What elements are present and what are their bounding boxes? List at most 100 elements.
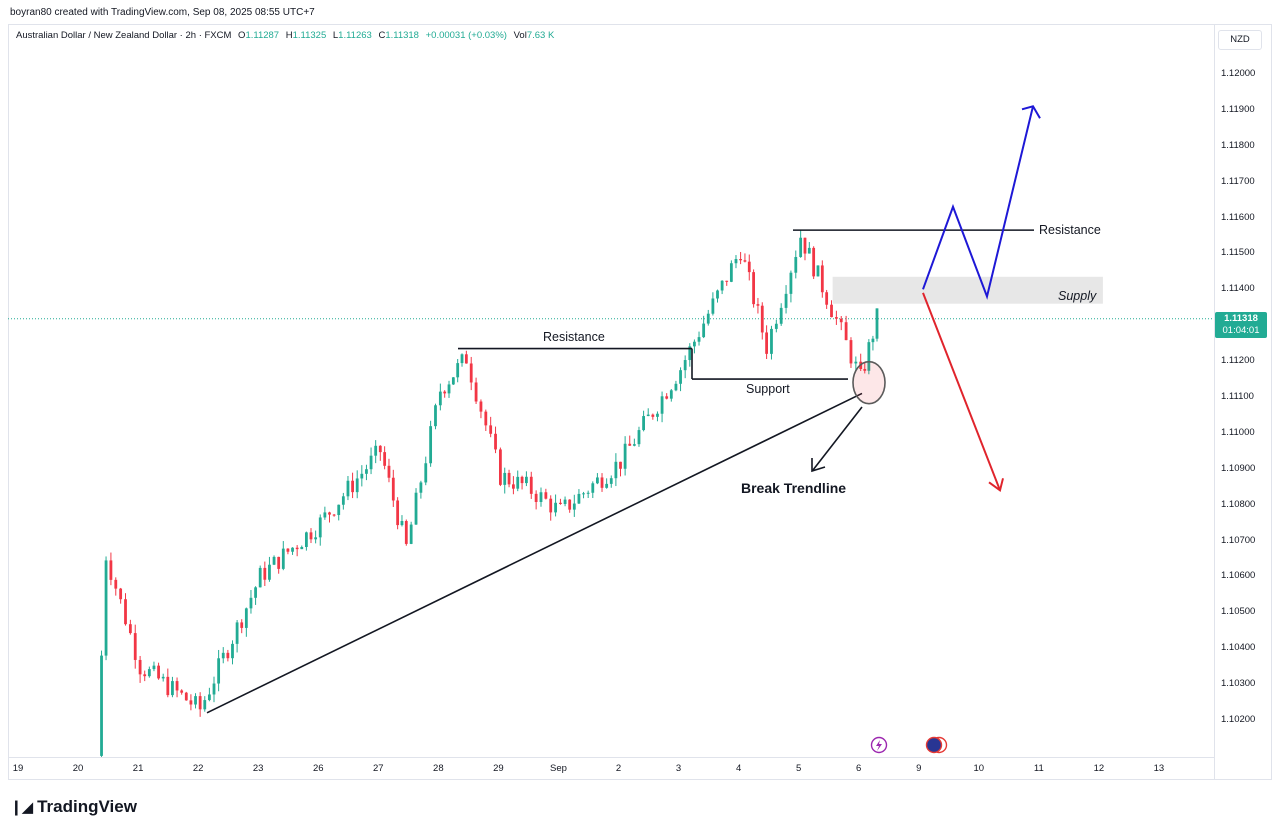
candle-body bbox=[272, 556, 276, 565]
candle-body bbox=[747, 261, 751, 273]
support-label: Support bbox=[746, 382, 790, 396]
break-highlight-circle bbox=[852, 360, 886, 405]
high-value: 1.11325 bbox=[292, 30, 327, 41]
candle-body bbox=[503, 472, 507, 485]
candle-body bbox=[443, 391, 447, 394]
candle-body bbox=[469, 363, 473, 383]
price-tick-label: 1.11800 bbox=[1221, 139, 1255, 151]
candle-body bbox=[383, 452, 387, 466]
candle-body bbox=[346, 480, 350, 497]
candle-body bbox=[812, 247, 816, 277]
candle-body bbox=[419, 482, 423, 493]
close-label: C bbox=[378, 30, 386, 41]
candle-body bbox=[820, 265, 824, 293]
candle-body bbox=[600, 477, 604, 488]
candle-body bbox=[534, 493, 538, 502]
candle-body bbox=[355, 478, 359, 493]
candle-body bbox=[743, 260, 747, 262]
candle-body bbox=[499, 449, 502, 485]
price-tick-label: 1.12000 bbox=[1221, 68, 1256, 79]
price-tick-label: 1.11700 bbox=[1221, 175, 1255, 187]
candle-body bbox=[834, 317, 838, 319]
candle-body bbox=[143, 674, 147, 677]
time-tick-label: Sep bbox=[549, 763, 567, 774]
candle-body bbox=[133, 633, 137, 660]
candle-body bbox=[235, 622, 239, 644]
time-tick-label: 5 bbox=[795, 763, 802, 774]
candle-body bbox=[387, 465, 391, 478]
candle-body bbox=[774, 323, 778, 329]
candle-body bbox=[637, 430, 641, 445]
candle-body bbox=[529, 476, 533, 494]
supply-label: Supply bbox=[1058, 289, 1097, 303]
time-axis[interactable] bbox=[8, 757, 1214, 780]
candle-body bbox=[484, 411, 488, 426]
candle-body bbox=[341, 496, 345, 505]
candle-body bbox=[438, 391, 442, 406]
candle-body bbox=[369, 455, 373, 470]
candle-body bbox=[221, 652, 225, 659]
candle-body bbox=[679, 370, 682, 384]
last-price-value: 1.11318 bbox=[1224, 313, 1258, 324]
bullish-projection-path bbox=[922, 106, 1034, 300]
candle-body bbox=[507, 472, 511, 485]
price-tick-label: 1.10500 bbox=[1221, 606, 1256, 618]
candle-body bbox=[328, 512, 331, 515]
currency-button[interactable]: NZD bbox=[1218, 30, 1262, 50]
candle-body bbox=[867, 342, 871, 371]
price-tick-label: 1.11000 bbox=[1221, 426, 1255, 438]
candle-body bbox=[830, 304, 833, 318]
candle-body bbox=[784, 293, 788, 308]
candle-body bbox=[157, 665, 160, 679]
candle-body bbox=[456, 363, 460, 378]
candle-body bbox=[568, 499, 572, 510]
symbol-name[interactable]: Australian Dollar / New Zealand Dollar ·… bbox=[16, 30, 232, 41]
candle-body bbox=[525, 476, 528, 484]
news-flag-icon bbox=[925, 736, 943, 754]
symbol-legend: Australian Dollar / New Zealand Dollar ·… bbox=[16, 30, 554, 41]
candle-body bbox=[839, 318, 843, 323]
candle-body bbox=[304, 532, 308, 547]
candle-body bbox=[351, 480, 354, 493]
price-tick-label: 1.11200 bbox=[1221, 355, 1255, 367]
tradingview-logo[interactable]: ❙◢ TradingView bbox=[10, 797, 137, 817]
candle-body bbox=[451, 377, 455, 385]
time-tick-label: 6 bbox=[856, 763, 862, 774]
candle-body bbox=[582, 493, 585, 495]
candle-body bbox=[489, 425, 493, 434]
candle-body bbox=[725, 280, 729, 282]
candle-body bbox=[770, 328, 773, 354]
candle-body bbox=[124, 599, 127, 625]
candle-body bbox=[544, 492, 548, 499]
candle-body bbox=[464, 354, 468, 364]
candle-body bbox=[756, 304, 760, 306]
change-value: +0.00031 (+0.03%) bbox=[425, 30, 507, 41]
candle-body bbox=[323, 512, 327, 518]
candle-body bbox=[651, 414, 655, 417]
candle-body bbox=[189, 700, 193, 705]
low-label: L bbox=[332, 30, 339, 41]
time-tick-label: 29 bbox=[493, 763, 504, 774]
candle-body bbox=[628, 443, 632, 446]
candle-body bbox=[300, 546, 304, 550]
candle-body bbox=[789, 272, 793, 294]
candle-body bbox=[559, 502, 562, 505]
price-tick-label: 1.10800 bbox=[1221, 498, 1256, 510]
candle-body bbox=[554, 502, 557, 513]
supply-zone bbox=[832, 276, 1103, 304]
candle-body bbox=[258, 567, 262, 588]
candle-body bbox=[591, 483, 595, 493]
candle-body bbox=[175, 681, 179, 691]
last-price-tag: 1.11318 01:04:01 bbox=[1215, 312, 1267, 338]
candle-body bbox=[194, 696, 197, 705]
candle-body bbox=[400, 521, 404, 526]
price-axis[interactable] bbox=[1214, 24, 1272, 780]
candle-body bbox=[619, 461, 622, 469]
time-tick-label: 23 bbox=[252, 763, 264, 774]
candle-body bbox=[100, 655, 103, 756]
candle-body bbox=[739, 259, 742, 261]
candle-body bbox=[391, 477, 395, 501]
candle-body bbox=[816, 265, 820, 277]
time-tick-label: 2 bbox=[615, 763, 622, 774]
